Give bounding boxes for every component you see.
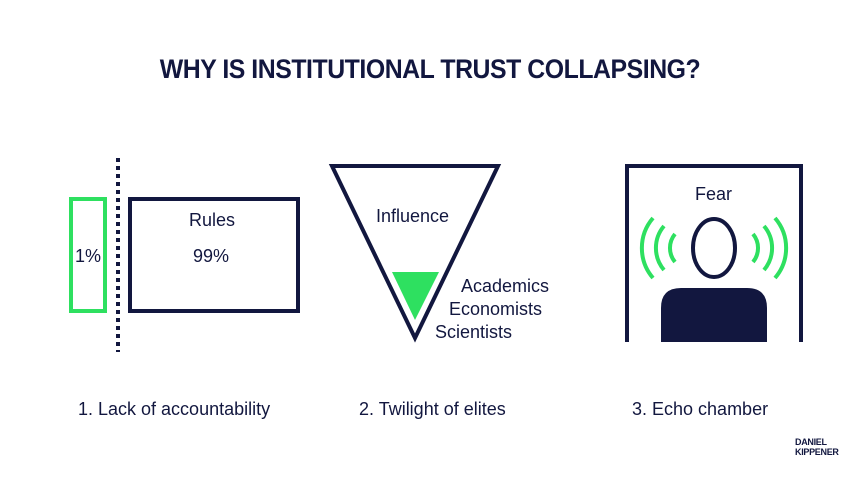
group-label-scientists: Scientists: [435, 322, 513, 342]
triangle-outline: [328, 164, 502, 343]
author-logo: DANIEL KIPPENER: [795, 437, 841, 457]
caption-accountability: 1. Lack of accountability: [78, 399, 271, 419]
elite-wedge: [392, 272, 439, 320]
caption-echo-chamber: 3. Echo chamber: [632, 399, 769, 419]
logo-line-1: DANIEL: [795, 437, 827, 447]
influence-label: Influence: [376, 206, 450, 226]
large-box-title: Rules: [189, 210, 236, 230]
group-label-economists: Economists: [449, 299, 543, 319]
large-box-value: 99%: [193, 246, 230, 266]
left-sound-waves: [639, 216, 677, 280]
page-title: WHY IS INSTITUTIONAL TRUST COLLAPSING?: [159, 54, 701, 84]
fear-label: Fear: [695, 184, 733, 204]
group-label-academics: Academics: [461, 276, 550, 296]
small-box: [69, 197, 107, 313]
chamber-frame: [625, 164, 803, 342]
head: [691, 217, 737, 279]
logo-line-2: KIPPENER: [795, 447, 839, 457]
right-sound-waves: [751, 216, 789, 280]
caption-elites: 2. Twilight of elites: [359, 399, 506, 419]
large-box: [128, 197, 300, 313]
shoulders: [661, 288, 767, 342]
small-box-label: 1%: [75, 246, 102, 266]
